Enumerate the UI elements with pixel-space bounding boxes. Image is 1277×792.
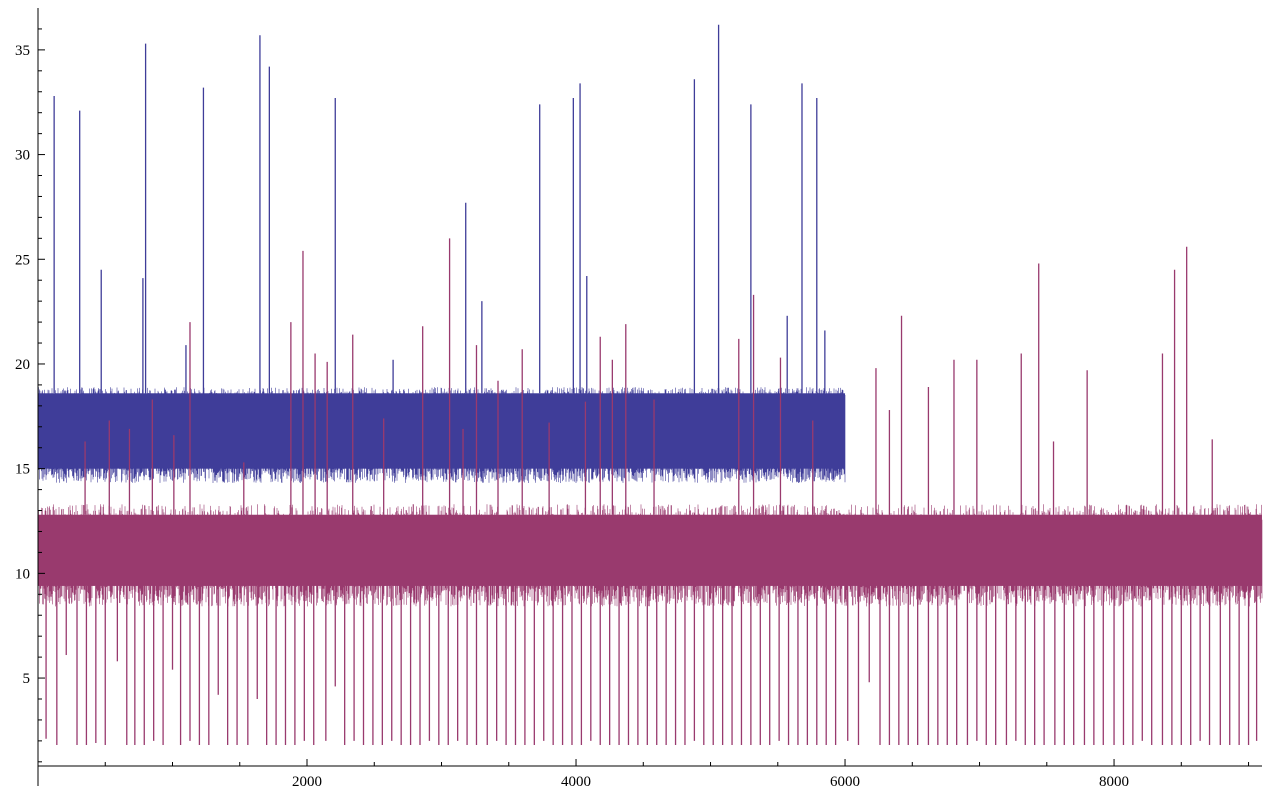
y-tick-label-25: 25 — [15, 252, 30, 268]
y-tick-label-30: 30 — [15, 148, 30, 164]
series-2 — [37, 238, 1263, 746]
y-tick-label-15: 15 — [15, 462, 30, 478]
series-2-core — [38, 514, 1262, 586]
x-tick-label-2000: 2000 — [292, 774, 322, 790]
ticks-layer: 2000 4000 6000 8000 5 10 15 20 25 30 35 — [15, 28, 1250, 790]
x-tick-label-6000: 6000 — [830, 774, 860, 790]
y-tick-label-5: 5 — [23, 671, 31, 687]
series-1 — [37, 24, 846, 483]
y-tick-label-20: 20 — [15, 357, 30, 373]
axes-layer — [37, 8, 1262, 786]
y-tick-label-10: 10 — [15, 566, 30, 582]
x-tick-label-8000: 8000 — [1099, 774, 1129, 790]
series-1-core — [38, 393, 846, 469]
x-tick-label-4000: 4000 — [561, 774, 591, 790]
y-tick-label-35: 35 — [15, 43, 30, 59]
series-layer — [37, 24, 1263, 746]
